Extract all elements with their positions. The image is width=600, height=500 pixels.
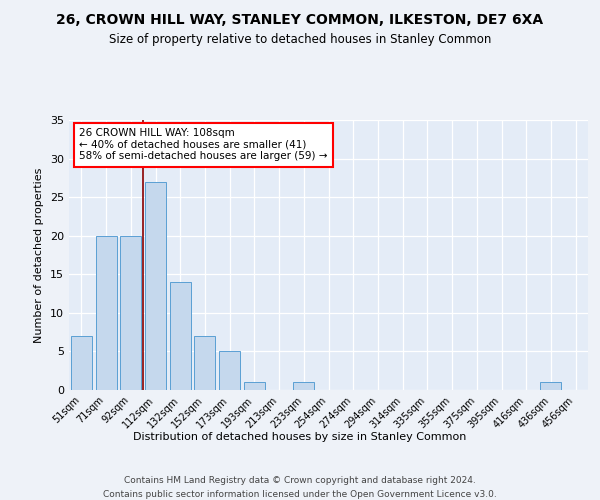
Bar bbox=[194, 336, 215, 390]
Text: 26, CROWN HILL WAY, STANLEY COMMON, ILKESTON, DE7 6XA: 26, CROWN HILL WAY, STANLEY COMMON, ILKE… bbox=[56, 12, 544, 26]
Text: Contains HM Land Registry data © Crown copyright and database right 2024.: Contains HM Land Registry data © Crown c… bbox=[124, 476, 476, 485]
Bar bbox=[293, 382, 314, 390]
Bar bbox=[145, 182, 166, 390]
Y-axis label: Number of detached properties: Number of detached properties bbox=[34, 168, 44, 342]
Bar bbox=[120, 236, 141, 390]
Text: Size of property relative to detached houses in Stanley Common: Size of property relative to detached ho… bbox=[109, 32, 491, 46]
Bar bbox=[71, 336, 92, 390]
Text: Distribution of detached houses by size in Stanley Common: Distribution of detached houses by size … bbox=[133, 432, 467, 442]
Text: 26 CROWN HILL WAY: 108sqm
← 40% of detached houses are smaller (41)
58% of semi-: 26 CROWN HILL WAY: 108sqm ← 40% of detac… bbox=[79, 128, 328, 162]
Bar bbox=[219, 352, 240, 390]
Bar bbox=[244, 382, 265, 390]
Text: Contains public sector information licensed under the Open Government Licence v3: Contains public sector information licen… bbox=[103, 490, 497, 499]
Bar bbox=[541, 382, 562, 390]
Bar bbox=[170, 282, 191, 390]
Bar bbox=[95, 236, 116, 390]
